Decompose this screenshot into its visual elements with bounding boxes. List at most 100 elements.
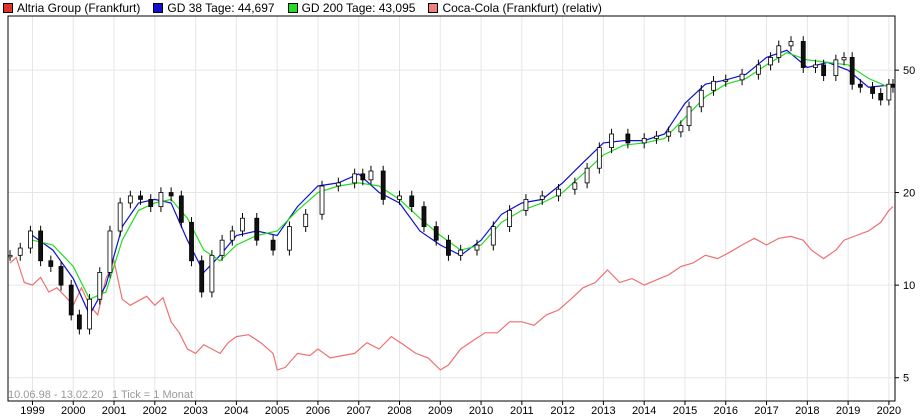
candle-body — [199, 260, 205, 293]
legend-swatch-gd38 — [153, 3, 164, 13]
candle-body — [490, 226, 496, 246]
candle-body — [76, 314, 82, 330]
candle-body — [625, 133, 631, 144]
x-tick-label-2009: 2009 — [428, 405, 452, 417]
candle-body — [886, 83, 892, 101]
candle-body — [556, 188, 561, 197]
tick-info-label: 1 Tick = 1 Monat — [112, 389, 193, 401]
candle-body — [755, 64, 761, 75]
y-tick-label-10: 10 — [903, 280, 915, 292]
x-tick-label-2016: 2016 — [714, 405, 738, 417]
x-tick-label-2002: 2002 — [143, 405, 167, 417]
candle-body — [127, 195, 133, 204]
candle-body — [857, 83, 863, 88]
candle-body — [474, 244, 480, 251]
candle-body — [48, 260, 54, 267]
legend-item-gd38[interactable]: GD 38 Tage: 44,697 — [150, 1, 275, 15]
candle-body — [148, 198, 154, 208]
candle-body — [17, 247, 23, 256]
candle-body — [286, 226, 292, 251]
y-tick-label-5: 5 — [903, 373, 909, 385]
date-range-label: 10.06.98 - 13.02.20 — [8, 389, 103, 401]
candle-body — [641, 137, 647, 144]
candle-body — [58, 266, 64, 286]
legend-swatch-gd200 — [287, 3, 298, 13]
series-line-1 — [32, 52, 890, 300]
candle-body — [609, 133, 614, 149]
candle-body — [890, 83, 896, 88]
plot-frame — [7, 15, 896, 402]
legend-label-altria: Altria Group (Frankfurt) — [17, 1, 141, 15]
x-tick-label-2011: 2011 — [510, 405, 534, 417]
legend-label-gd38: GD 38 Tage: 44,697 — [167, 1, 275, 15]
x-tick-label-2006: 2006 — [306, 405, 330, 417]
candle-body — [788, 41, 794, 47]
candle-body — [352, 173, 358, 184]
candle-body — [397, 195, 402, 200]
x-tick-label-2004: 2004 — [224, 405, 248, 417]
legend-item-cocacola[interactable]: Coca-Cola (Frankfurt) (relativ) — [425, 1, 602, 15]
candle-body — [878, 93, 884, 101]
legend-swatch-altria — [3, 3, 13, 13]
candle-body — [7, 254, 13, 258]
candle-body — [739, 73, 745, 81]
legend-label-cocacola: Coca-Cola (Frankfurt) (relativ) — [442, 1, 602, 15]
candle-body — [458, 249, 464, 256]
candle-body — [800, 41, 806, 68]
x-tick-label-2015: 2015 — [673, 405, 697, 417]
candle-body — [841, 57, 847, 61]
series-line-2 — [32, 49, 889, 317]
candle-body — [572, 182, 578, 190]
candle-body — [117, 202, 123, 232]
x-tick-label-2020: 2020 — [877, 405, 901, 417]
x-tick-label-2019: 2019 — [836, 405, 860, 417]
candle-body — [446, 239, 451, 256]
x-tick-label-1999: 1999 — [20, 405, 44, 417]
candle-body — [686, 106, 692, 127]
legend-item-gd200[interactable]: GD 200 Tage: 43,095 — [285, 1, 415, 15]
candle-body — [523, 198, 529, 211]
candle-body — [240, 217, 245, 232]
x-tick-label-2013: 2013 — [591, 405, 615, 417]
candle-body — [87, 298, 92, 330]
candle-body — [409, 195, 415, 208]
candle-body — [654, 135, 659, 139]
legend-swatch-cocacola — [428, 3, 439, 13]
candle-body — [38, 230, 44, 262]
candle-body — [270, 239, 276, 251]
candle-body — [97, 271, 103, 300]
candle-body — [319, 185, 325, 215]
candle-body — [870, 86, 875, 94]
candle-body — [158, 192, 164, 208]
candle-body — [584, 167, 590, 184]
x-tick-label-2017: 2017 — [754, 405, 778, 417]
x-tick-label-2005: 2005 — [265, 405, 289, 417]
candle-body — [596, 147, 602, 169]
candle-body — [849, 57, 855, 85]
x-tick-label-2018: 2018 — [795, 405, 819, 417]
candle-body — [813, 64, 818, 68]
candle-body — [678, 125, 684, 133]
candle-body — [698, 89, 704, 108]
series-line-3 — [9, 206, 894, 371]
candle-body — [711, 80, 716, 91]
candle-body — [433, 226, 439, 241]
y-tick-label-20: 20 — [903, 188, 915, 200]
candle-body — [723, 79, 729, 82]
candle-body — [539, 195, 545, 200]
candle-body — [666, 131, 672, 137]
candle-body — [360, 173, 366, 181]
candle-body — [768, 57, 774, 66]
legend: Altria Group (Frankfurt) GD 38 Tage: 44,… — [0, 0, 612, 16]
candle-body — [189, 221, 194, 262]
candle-body — [303, 213, 309, 227]
candlestick-series — [7, 36, 896, 335]
legend-item-altria[interactable]: Altria Group (Frankfurt) — [0, 1, 140, 15]
x-tick-label-2007: 2007 — [346, 405, 370, 417]
candle-body — [507, 209, 513, 227]
candle-body — [219, 239, 225, 256]
series-layer — [7, 36, 896, 371]
x-tick-label-2000: 2000 — [61, 405, 85, 417]
candle-body — [776, 45, 782, 58]
